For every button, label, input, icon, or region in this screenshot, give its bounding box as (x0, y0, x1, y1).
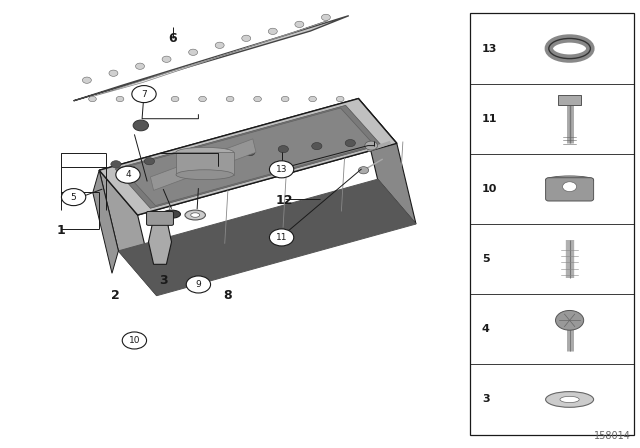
Circle shape (556, 310, 584, 330)
Ellipse shape (191, 213, 200, 217)
Circle shape (254, 96, 262, 102)
Polygon shape (176, 152, 234, 175)
Circle shape (83, 77, 92, 83)
Circle shape (144, 158, 154, 165)
Circle shape (172, 96, 179, 102)
Text: 11: 11 (276, 233, 287, 242)
Circle shape (178, 155, 188, 162)
Text: 4: 4 (482, 324, 490, 334)
Polygon shape (93, 170, 118, 273)
Circle shape (61, 189, 86, 206)
Circle shape (89, 96, 97, 102)
Text: 5: 5 (71, 193, 76, 202)
Text: 4: 4 (125, 170, 131, 179)
Text: 11: 11 (482, 114, 497, 124)
Text: 5: 5 (482, 254, 490, 264)
Ellipse shape (545, 176, 594, 184)
Circle shape (244, 149, 255, 156)
Circle shape (109, 70, 118, 76)
Text: 9: 9 (196, 280, 201, 289)
FancyBboxPatch shape (558, 95, 581, 105)
Circle shape (365, 141, 378, 150)
Circle shape (269, 161, 294, 178)
Circle shape (199, 96, 207, 102)
Polygon shape (358, 99, 416, 224)
FancyBboxPatch shape (147, 211, 173, 225)
Circle shape (211, 151, 221, 159)
Text: 10: 10 (482, 184, 497, 194)
Circle shape (309, 96, 317, 102)
Ellipse shape (560, 396, 579, 403)
Ellipse shape (176, 147, 234, 157)
Circle shape (321, 14, 330, 21)
Circle shape (227, 96, 234, 102)
Polygon shape (95, 21, 328, 96)
Ellipse shape (176, 170, 234, 180)
Circle shape (116, 166, 140, 183)
Circle shape (144, 96, 152, 102)
Polygon shape (150, 139, 256, 190)
Polygon shape (99, 99, 397, 215)
Text: 13: 13 (482, 43, 497, 53)
Text: 10: 10 (129, 336, 140, 345)
FancyBboxPatch shape (545, 178, 594, 201)
Polygon shape (148, 224, 172, 264)
Circle shape (162, 56, 171, 62)
Circle shape (215, 42, 224, 48)
Circle shape (136, 63, 145, 69)
Text: 158014: 158014 (593, 431, 630, 441)
Text: 8: 8 (223, 289, 232, 302)
Text: 1: 1 (56, 224, 65, 237)
Polygon shape (99, 170, 157, 296)
Circle shape (312, 142, 322, 150)
FancyBboxPatch shape (470, 13, 634, 435)
Circle shape (111, 161, 121, 168)
Circle shape (189, 49, 198, 56)
Circle shape (337, 96, 344, 102)
Circle shape (278, 146, 289, 153)
Circle shape (186, 276, 211, 293)
Text: 3: 3 (482, 395, 490, 405)
Circle shape (268, 28, 277, 34)
Polygon shape (118, 179, 416, 296)
Circle shape (282, 96, 289, 102)
Circle shape (116, 96, 124, 102)
Circle shape (358, 167, 369, 174)
Text: 3: 3 (159, 273, 168, 287)
Text: 7: 7 (141, 90, 147, 99)
Ellipse shape (563, 182, 577, 192)
Circle shape (242, 35, 251, 42)
Text: 2: 2 (111, 289, 120, 302)
Circle shape (295, 21, 304, 27)
Circle shape (122, 332, 147, 349)
Text: 6: 6 (168, 31, 177, 45)
Ellipse shape (185, 210, 205, 220)
Polygon shape (99, 99, 397, 215)
Polygon shape (122, 108, 374, 206)
Circle shape (345, 139, 355, 146)
Text: 13: 13 (276, 165, 287, 174)
Circle shape (132, 86, 156, 103)
Circle shape (269, 229, 294, 246)
Polygon shape (115, 105, 381, 208)
Polygon shape (74, 16, 349, 101)
Ellipse shape (163, 210, 180, 218)
Circle shape (133, 120, 148, 131)
Text: 12: 12 (276, 194, 294, 207)
Ellipse shape (545, 392, 594, 407)
